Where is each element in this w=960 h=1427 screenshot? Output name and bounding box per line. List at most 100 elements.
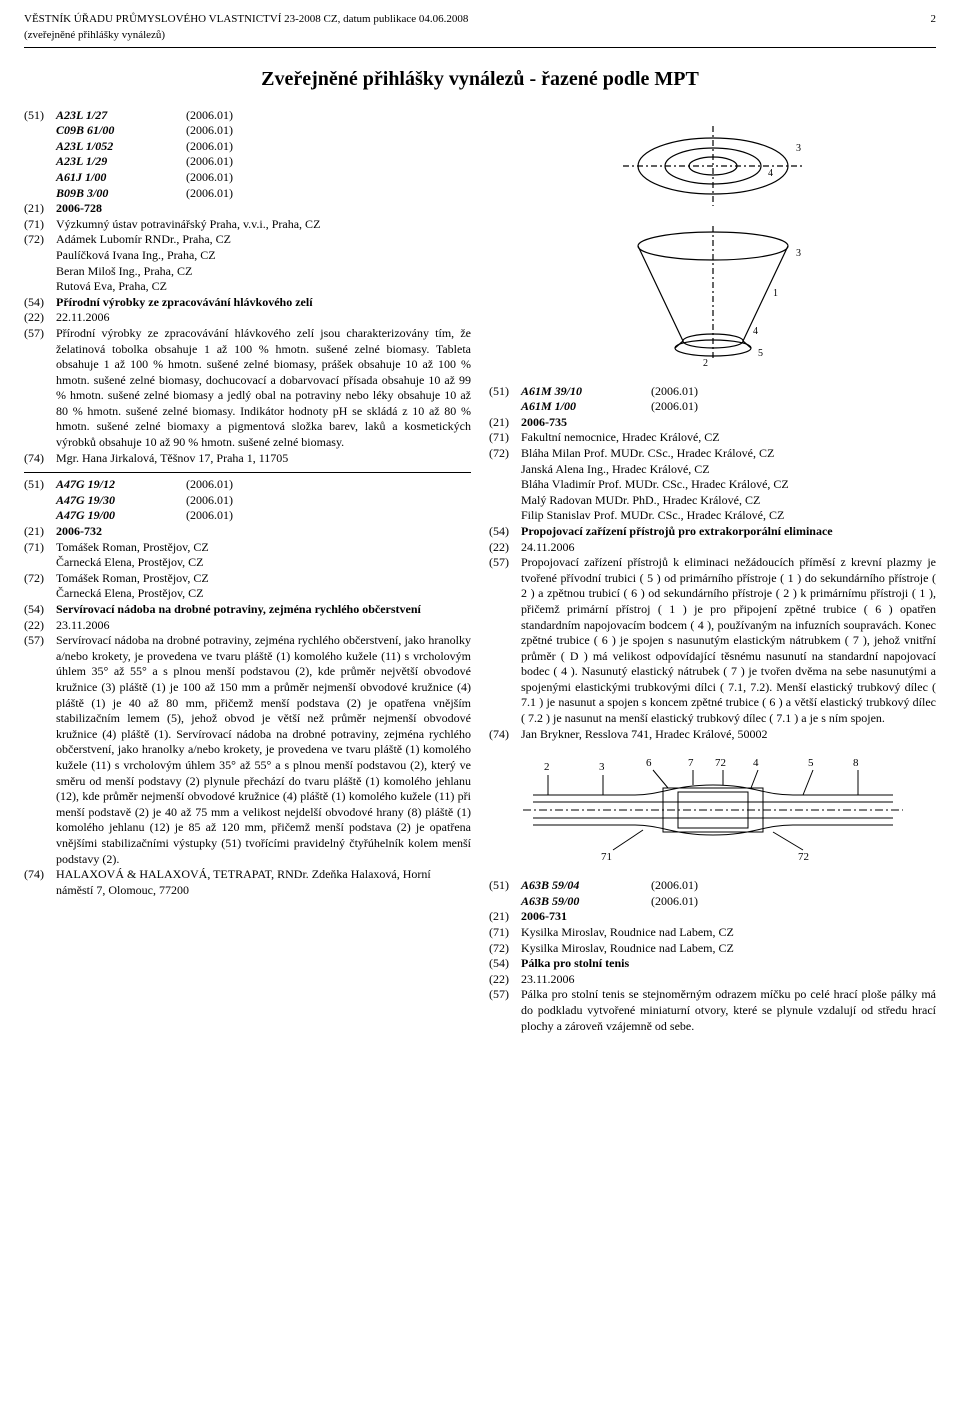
fig-label: 72	[798, 851, 809, 863]
ipc-ver: (2006.01)	[651, 399, 698, 415]
fig-label: 7	[688, 757, 694, 769]
inid-71: (71)	[489, 430, 521, 446]
cone-figure-svg: 3 4 3 1 4 5 2	[578, 116, 848, 376]
ipc-class: A63B 59/04	[521, 878, 651, 894]
app-number: 2006-731	[521, 909, 936, 925]
inid-51: (51)	[489, 878, 521, 909]
ipc-ver: (2006.01)	[651, 384, 698, 400]
filing-date: 24.11.2006	[521, 540, 936, 556]
filing-date: 23.11.2006	[56, 618, 471, 634]
abstract: Servírovací nádoba na drobné potraviny, …	[56, 633, 471, 867]
abstract: Propojovací zařízení přístrojů k elimina…	[521, 555, 936, 727]
ipc-class: A23L 1/29	[56, 154, 186, 170]
ipc-class: A63B 59/00	[521, 894, 651, 910]
inid-51: (51)	[24, 477, 56, 524]
inid-71: (71)	[489, 925, 521, 941]
ipc-ver: (2006.01)	[651, 894, 698, 910]
inventor: Adámek Lubomír RNDr., Praha, CZ	[56, 232, 471, 248]
ipc-class: A61M 39/10	[521, 384, 651, 400]
applicant: Fakultní nemocnice, Hradec Králové, CZ	[521, 430, 936, 446]
svg-text:3: 3	[796, 143, 801, 154]
svg-text:5: 5	[758, 348, 763, 359]
tube-figure-svg: 2 3 6 7 72 4 5 8 71 72	[513, 750, 913, 870]
right-column: 3 4 3 1 4 5 2 (51) A61M 39/10(2006.01) A…	[489, 108, 936, 1035]
inventor: Rutová Eva, Praha, CZ	[56, 279, 471, 295]
header-title: VĚSTNÍK ÚŘADU PRŮMYSLOVÉHO VLASTNICTVÍ 2…	[24, 12, 468, 26]
ipc-ver: (2006.01)	[186, 123, 233, 139]
fig-label: 3	[599, 761, 605, 773]
ipc-class: A47G 19/12	[56, 477, 186, 493]
inventor: Tomášek Roman, Prostějov, CZ	[56, 571, 471, 587]
ipc-ver: (2006.01)	[186, 139, 233, 155]
ipc-class: A61M 1/00	[521, 399, 651, 415]
fig-label: 71	[601, 851, 612, 863]
inventor: Malý Radovan MUDr. PhD., Hradec Králové,…	[521, 493, 936, 509]
ipc-ver: (2006.01)	[186, 170, 233, 186]
inid-74: (74)	[24, 451, 56, 467]
inid-54: (54)	[24, 295, 56, 311]
applicant: Čarnecká Elena, Prostějov, CZ	[56, 555, 471, 571]
page-number: 2	[931, 12, 937, 26]
ipc-ver: (2006.01)	[186, 186, 233, 202]
inid-72: (72)	[24, 232, 56, 294]
ipc-class: A23L 1/052	[56, 139, 186, 155]
title: Servírovací nádoba na drobné potraviny, …	[56, 602, 471, 618]
inid-57: (57)	[24, 633, 56, 867]
app-number: 2006-728	[56, 201, 471, 217]
fig-label: 6	[646, 757, 652, 769]
ipc-class: A47G 19/00	[56, 508, 186, 524]
inid-71: (71)	[24, 540, 56, 571]
inid-22: (22)	[489, 972, 521, 988]
inid-72: (72)	[489, 446, 521, 524]
ipc-class: A47G 19/30	[56, 493, 186, 509]
ipc-class: A61J 1/00	[56, 170, 186, 186]
app-number: 2006-735	[521, 415, 936, 431]
agent: Mgr. Hana Jirkalová, Těšnov 17, Praha 1,…	[56, 451, 471, 467]
inventor: Čarnecká Elena, Prostějov, CZ	[56, 586, 471, 602]
ipc-ver: (2006.01)	[186, 493, 233, 509]
header-subtitle: (zveřejněné přihlášky vynálezů)	[24, 28, 936, 42]
inid-51: (51)	[24, 108, 56, 202]
filing-date: 22.11.2006	[56, 310, 471, 326]
inid-54: (54)	[489, 956, 521, 972]
left-column: (51) A23L 1/27(2006.01) C09B 61/00(2006.…	[24, 108, 471, 1035]
inid-54: (54)	[489, 524, 521, 540]
inid-21: (21)	[489, 909, 521, 925]
inid-22: (22)	[489, 540, 521, 556]
title: Propojovací zařízení přístrojů pro extra…	[521, 524, 936, 540]
fig-label: 2	[544, 761, 550, 773]
title: Přírodní výrobky ze zpracovávání hlávkov…	[56, 295, 471, 311]
ipc-class: C09B 61/00	[56, 123, 186, 139]
ipc-class: A23L 1/27	[56, 108, 186, 124]
ipc-ver: (2006.01)	[186, 154, 233, 170]
inid-54: (54)	[24, 602, 56, 618]
main-heading: Zveřejněné přihlášky vynálezů - řazené p…	[24, 66, 936, 92]
applicant: Výzkumný ústav potravinářský Praha, v.v.…	[56, 217, 471, 233]
inid-71: (71)	[24, 217, 56, 233]
abstract: Pálka pro stolní tenis se stejnoměrným o…	[521, 987, 936, 1034]
svg-text:4: 4	[768, 168, 773, 179]
figure-tube-connector: 2 3 6 7 72 4 5 8 71 72	[489, 742, 936, 878]
inventor: Beran Miloš Ing., Praha, CZ	[56, 264, 471, 280]
inventor: Kysilka Miroslav, Roudnice nad Labem, CZ	[521, 941, 936, 957]
abstract: Přírodní výrobky ze zpracovávání hlávkov…	[56, 326, 471, 451]
inventor: Janská Alena Ing., Hradec Králové, CZ	[521, 462, 936, 478]
inid-51: (51)	[489, 384, 521, 415]
inid-21: (21)	[489, 415, 521, 431]
fig-label: 4	[753, 757, 759, 769]
inid-72: (72)	[24, 571, 56, 602]
ipc-ver: (2006.01)	[186, 108, 233, 124]
applicant: Kysilka Miroslav, Roudnice nad Labem, CZ	[521, 925, 936, 941]
ipc-ver: (2006.01)	[651, 878, 698, 894]
inid-72: (72)	[489, 941, 521, 957]
inventor: Paulíčková Ivana Ing., Praha, CZ	[56, 248, 471, 264]
app-number: 2006-732	[56, 524, 471, 540]
filing-date: 23.11.2006	[521, 972, 936, 988]
inventor: Bláha Vladimír Prof. MUDr. CSc., Hradec …	[521, 477, 936, 493]
header-divider	[24, 47, 936, 48]
agent: HALAXOVÁ & HALAXOVÁ, TETRAPAT, RNDr. Zde…	[56, 867, 471, 898]
inid-74: (74)	[24, 867, 56, 898]
inventor: Filip Stanislav Prof. MUDr. CSc., Hradec…	[521, 508, 936, 524]
svg-text:3: 3	[796, 248, 801, 259]
ipc-ver: (2006.01)	[186, 508, 233, 524]
